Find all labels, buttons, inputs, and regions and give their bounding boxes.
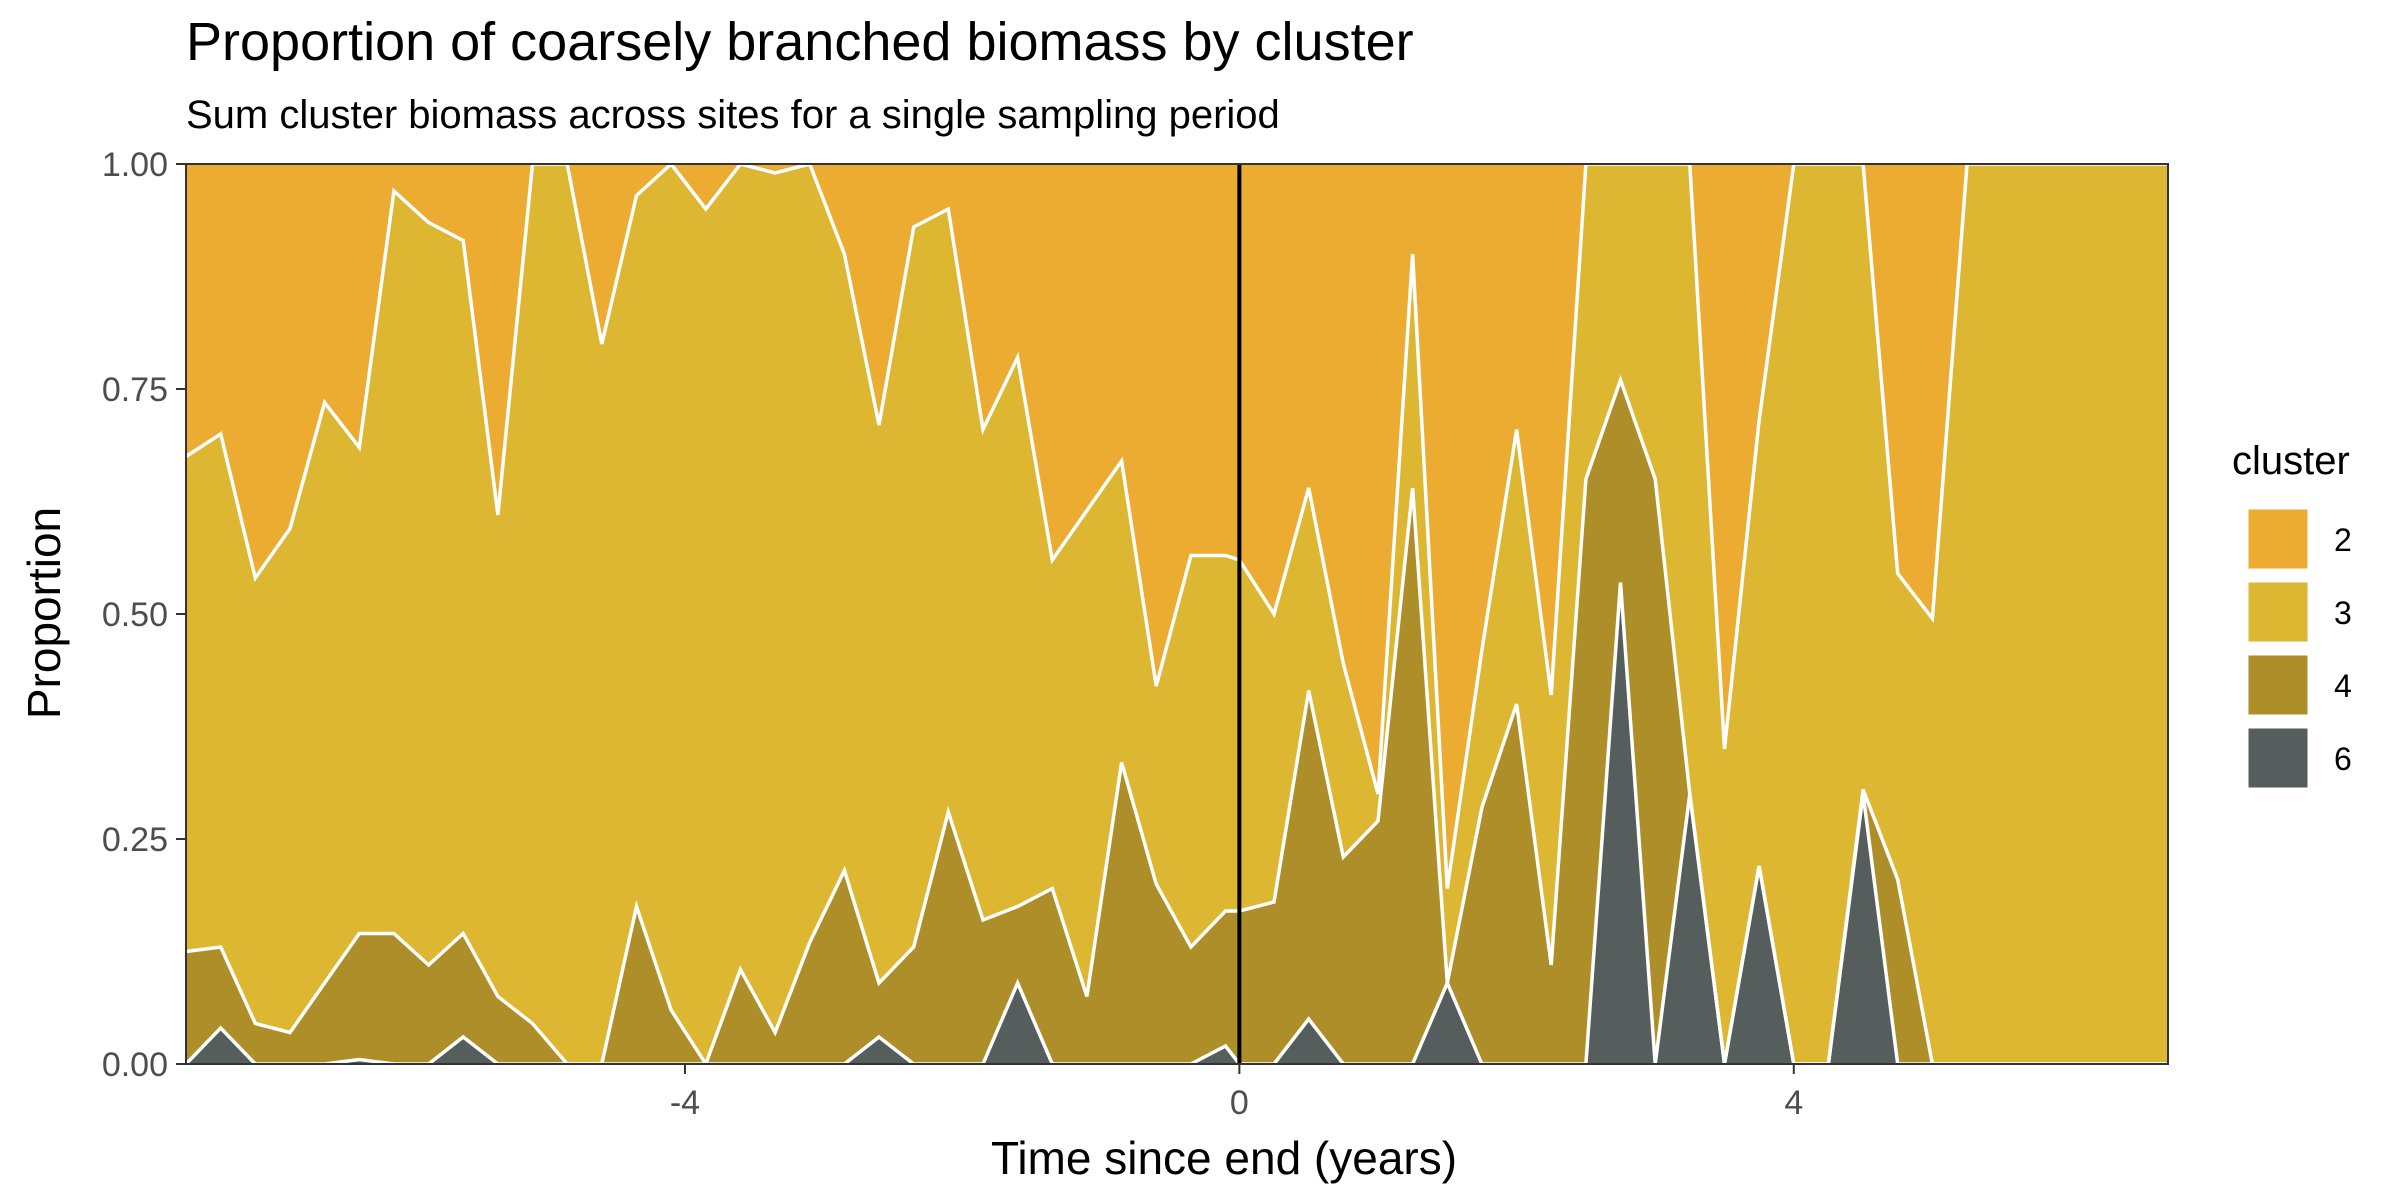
legend-key-2: [2245, 506, 2311, 572]
y-tick-label: 0.75: [102, 371, 168, 409]
x-axis-title: Time since end (years): [991, 1132, 1457, 1184]
legend-label-6: 6: [2334, 741, 2352, 777]
plot-panel: [184, 161, 2169, 1068]
legend-label-4: 4: [2334, 668, 2352, 704]
y-tick-label: 1.00: [102, 146, 168, 184]
legend: cluster 2 3 4 6: [2232, 439, 2352, 791]
legend-title: cluster: [2232, 439, 2350, 483]
area-cluster-4: [186, 380, 2168, 1064]
chart-title: Proportion of coarsely branched biomass …: [186, 12, 1414, 72]
y-tick-label: 0.50: [102, 596, 168, 634]
legend-key-3: [2245, 579, 2311, 645]
x-tick-label: -4: [670, 1084, 700, 1122]
y-tick-label: 0.25: [102, 821, 168, 859]
legend-key-4: [2245, 652, 2311, 718]
x-tick-label: 0: [1230, 1084, 1249, 1122]
chart-subtitle: Sum cluster biomass across sites for a s…: [186, 93, 1280, 137]
area-cluster-2: [186, 164, 2168, 889]
y-tick-label: 0.00: [102, 1046, 168, 1084]
y-axis-title: Proportion: [18, 507, 70, 719]
legend-label-3: 3: [2334, 595, 2352, 631]
x-tick-label: 4: [1784, 1084, 1803, 1122]
axis-ticks: 0.00 0.25 0.50 0.75 1.00 -4 0 4: [102, 146, 1803, 1122]
legend-label-2: 2: [2334, 522, 2352, 558]
legend-key-6: [2245, 725, 2311, 791]
area-cluster-6: [186, 582, 2168, 1064]
boundary-line-3: [185, 161, 2168, 889]
